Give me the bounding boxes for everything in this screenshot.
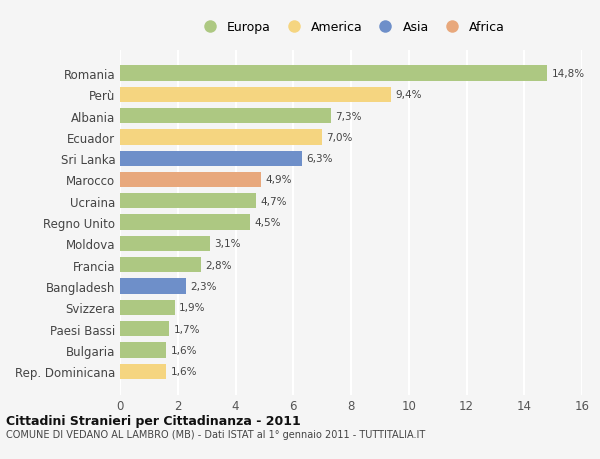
Bar: [120, 87, 391, 103]
Text: 4,7%: 4,7%: [260, 196, 287, 207]
Text: 7,0%: 7,0%: [326, 133, 353, 143]
Text: 2,8%: 2,8%: [205, 260, 232, 270]
Text: Cittadini Stranieri per Cittadinanza - 2011: Cittadini Stranieri per Cittadinanza - 2…: [6, 414, 301, 428]
Text: 2,3%: 2,3%: [191, 281, 217, 291]
Bar: [120, 173, 262, 188]
Text: 14,8%: 14,8%: [551, 69, 585, 79]
Bar: [120, 130, 322, 145]
Text: 6,3%: 6,3%: [306, 154, 333, 164]
Bar: [120, 300, 175, 315]
Legend: Europa, America, Asia, Africa: Europa, America, Asia, Africa: [194, 19, 508, 37]
Text: 4,5%: 4,5%: [254, 218, 281, 228]
Bar: [120, 236, 209, 252]
Bar: [120, 215, 250, 230]
Text: 1,6%: 1,6%: [170, 366, 197, 376]
Text: 3,1%: 3,1%: [214, 239, 241, 249]
Text: 7,3%: 7,3%: [335, 112, 362, 121]
Bar: [120, 342, 166, 358]
Text: COMUNE DI VEDANO AL LAMBRO (MB) - Dati ISTAT al 1° gennaio 2011 - TUTTITALIA.IT: COMUNE DI VEDANO AL LAMBRO (MB) - Dati I…: [6, 429, 425, 439]
Text: 9,4%: 9,4%: [396, 90, 422, 100]
Bar: [120, 279, 187, 294]
Bar: [120, 321, 169, 336]
Bar: [120, 364, 166, 379]
Text: 1,9%: 1,9%: [179, 302, 206, 313]
Text: 1,6%: 1,6%: [170, 345, 197, 355]
Bar: [120, 151, 302, 167]
Bar: [120, 257, 201, 273]
Bar: [120, 109, 331, 124]
Bar: [120, 194, 256, 209]
Text: 1,7%: 1,7%: [173, 324, 200, 334]
Text: 4,9%: 4,9%: [266, 175, 292, 185]
Bar: [120, 66, 547, 81]
